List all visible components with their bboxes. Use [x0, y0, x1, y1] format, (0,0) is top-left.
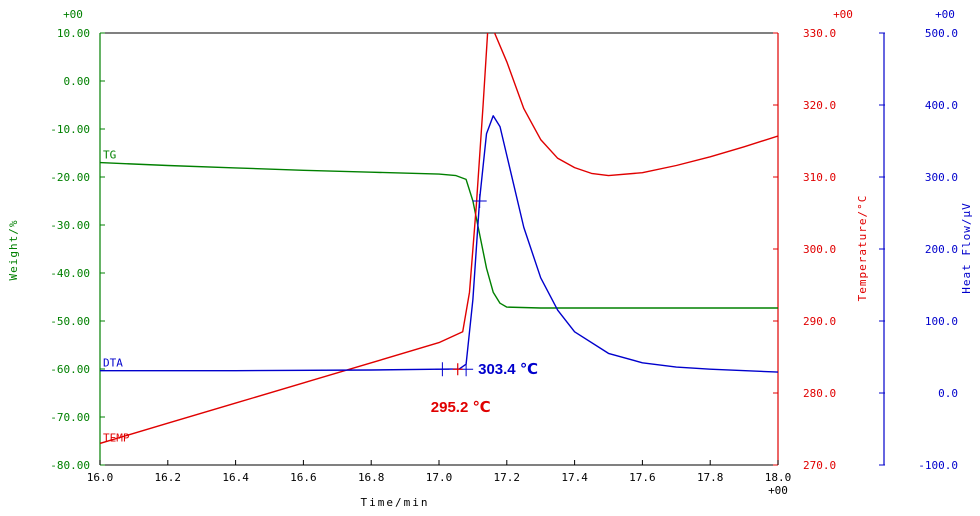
x-tick-label: 17.8 — [697, 471, 724, 484]
series-line-dta — [100, 115, 778, 373]
temperature-axis: 330.0 320.0 310.0 300.0 290.0 280.0 270.0 +00 — [773, 8, 853, 472]
series-line-temp — [100, 33, 778, 445]
temperature-tick-label: 320.0 — [803, 99, 836, 112]
series-layer: TG TEMP DTA — [100, 33, 778, 445]
temperature-tick-label: 330.0 — [803, 27, 836, 40]
x-tick-label: 17.4 — [561, 471, 588, 484]
weight-tick-label: 0.00 — [64, 75, 91, 88]
weight-axis-title: Weight/% — [7, 220, 20, 281]
heatflow-axis-title: Heat Flow/μV — [960, 202, 973, 293]
series-label-dta: DTA — [103, 357, 123, 370]
temperature-tick-label: 290.0 — [803, 315, 836, 328]
heatflow-exponent: +00 — [935, 8, 955, 21]
weight-tick-label: -70.00 — [50, 411, 90, 424]
weight-axis: 10.00 0.00 -10.00 -20.00 -30.00 -40.00 -50.00 -… — [50, 8, 105, 472]
x-axis-title: Time/min — [361, 496, 430, 509]
temperature-tick-label: 280.0 — [803, 387, 836, 400]
weight-tick-label: -50.00 — [50, 315, 90, 328]
weight-tick-label: -20.00 — [50, 171, 90, 184]
series-label-temp: TEMP — [103, 431, 130, 444]
weight-tick-label: -80.00 — [50, 459, 90, 472]
heatflow-tick-label: 500.0 — [925, 27, 958, 40]
series-line-tg — [100, 161, 778, 309]
x-tick-label: 16.2 — [155, 471, 182, 484]
heatflow-tick-label: 400.0 — [925, 99, 958, 112]
weight-tick-label: -40.00 — [50, 267, 90, 280]
temperature-tick-label: 270.0 — [803, 459, 836, 472]
axis-title-layer: Time/min Weight/% Temperature/°C Heat Flow/… — [7, 195, 973, 509]
weight-tick-label: 10.00 — [57, 27, 90, 40]
onset-annotation-red: 295.2 ℃ — [431, 399, 491, 416]
heatflow-tick-label: -100.0 — [918, 459, 958, 472]
weight-exponent: +00 — [63, 8, 83, 21]
weight-tick-label: -30.00 — [50, 219, 90, 232]
series-label-tg: TG — [103, 149, 116, 162]
annotation-layer: 303.4 ℃ 295.2 ℃ — [431, 361, 538, 416]
x-tick-label: 16.8 — [358, 471, 385, 484]
heatflow-tick-label: 300.0 — [925, 171, 958, 184]
onset-annotation-blue: 303.4 ℃ — [478, 361, 538, 378]
marker-layer — [435, 194, 487, 377]
x-tick-label: 16.4 — [222, 471, 249, 484]
weight-tick-label: -10.00 — [50, 123, 90, 136]
x-exponent: +00 — [768, 484, 788, 497]
x-tick-label: 17.6 — [629, 471, 656, 484]
x-tick-label: 17.0 — [426, 471, 453, 484]
x-tick-label: 18.0 — [765, 471, 792, 484]
heatflow-tick-label: 200.0 — [925, 243, 958, 256]
x-tick-label: 16.0 — [87, 471, 114, 484]
temperature-axis-title: Temperature/°C — [856, 195, 869, 302]
x-tick-label: 17.2 — [494, 471, 521, 484]
heatflow-tick-label: 0.0 — [938, 387, 958, 400]
temperature-exponent: +00 — [833, 8, 853, 21]
weight-tick-label: -60.00 — [50, 363, 90, 376]
temperature-tick-label: 300.0 — [803, 243, 836, 256]
x-axis: 16.0 16.2 16.4 16.6 16.8 17.0 17.2 17.4 17.6 17.8… — [87, 460, 792, 497]
heatflow-axis: 500.0 400.0 300.0 200.0 100.0 0.0 -100.0 +00 — [879, 8, 958, 472]
heatflow-tick-label: 100.0 — [925, 315, 958, 328]
x-tick-label: 16.6 — [290, 471, 317, 484]
temperature-tick-label: 310.0 — [803, 171, 836, 184]
